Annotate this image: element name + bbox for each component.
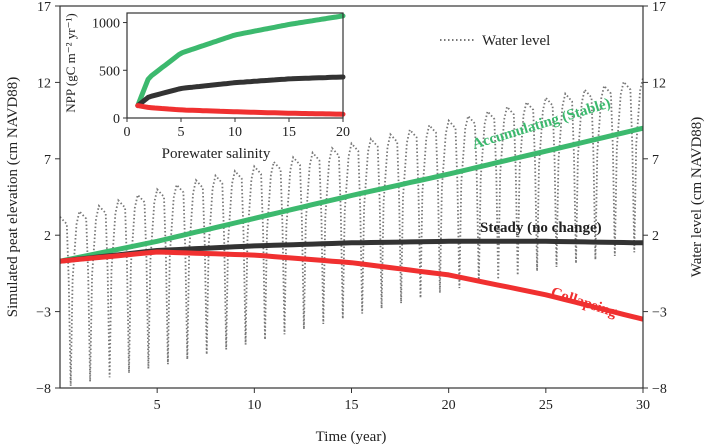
inset-series-line-0 [135, 13, 346, 109]
y-tick-label: 17 [37, 0, 51, 15]
y-tick-label: 7 [44, 153, 51, 168]
y-tick-label: 2 [44, 229, 51, 244]
y2-tick-label: 12 [652, 76, 666, 91]
y-tick-label: 12 [37, 76, 51, 91]
inset-ticks: 0 5 10 15 20 0 500 1000 [92, 17, 350, 140]
x-axis-ticks: 5 10 15 20 25 30 [154, 388, 650, 413]
inset-x-tick-label: 0 [124, 125, 131, 140]
x-tick-label: 10 [247, 398, 261, 413]
y2-tick-label: 17 [652, 0, 666, 15]
legend-water-level-label: Water level [482, 33, 550, 49]
x-tick-label: 25 [539, 398, 553, 413]
y-axis-ticks: −8 −8 −3 −3 2 2 7 7 12 12 17 17 [36, 0, 667, 397]
inset-y-tick-label: 0 [113, 112, 120, 127]
y2-axis-title: Water level (cm NAVD88) [689, 117, 705, 278]
inset-x-tick-label: 20 [336, 125, 350, 140]
label-steady: Steady (no change) [480, 220, 602, 236]
water-level-line [59, 77, 644, 386]
legend: Water level [440, 33, 550, 49]
y-tick-label: −3 [36, 306, 51, 321]
label-collapsing: Collapsing [549, 285, 619, 321]
label-accumulating: Accumulating (Stable) [470, 95, 612, 152]
x-tick-label: 15 [345, 398, 359, 413]
x-tick-label: 30 [636, 398, 650, 413]
inset-x-tick-label: 15 [282, 125, 296, 140]
y2-tick-label: −3 [652, 306, 667, 321]
npp-inset-chart: 0 5 10 15 20 0 500 1000 Porewater salinity NPP … [63, 12, 350, 162]
y2-tick-label: 7 [652, 153, 659, 168]
x-axis-title: Time (year) [316, 429, 387, 445]
inset-x-axis-title: Porewater salinity [162, 146, 271, 162]
water-level-series [59, 77, 644, 386]
inset-y-axis-title: NPP (gC m⁻² yr⁻¹) [63, 13, 78, 112]
peat-series [59, 125, 644, 322]
y2-tick-label: 2 [652, 229, 659, 244]
inset-x-tick-label: 10 [228, 125, 242, 140]
inset-y-tick-label: 500 [99, 64, 120, 79]
y-axis-title: Simulated peat elevation (cm NAVD88) [5, 77, 21, 318]
inset-series-line-2 [135, 103, 346, 117]
y-tick-label: −8 [36, 382, 51, 397]
series-line-0 [59, 125, 644, 264]
x-tick-label: 20 [442, 398, 456, 413]
inset-series [135, 13, 346, 117]
inset-series-line-1 [135, 74, 346, 109]
series-line-2 [59, 249, 644, 322]
inset-y-tick-label: 1000 [92, 17, 120, 32]
x-tick-label: 5 [154, 398, 161, 413]
y2-tick-label: −8 [652, 382, 667, 397]
inset-background [127, 13, 343, 118]
inset-x-tick-label: 5 [178, 125, 185, 140]
